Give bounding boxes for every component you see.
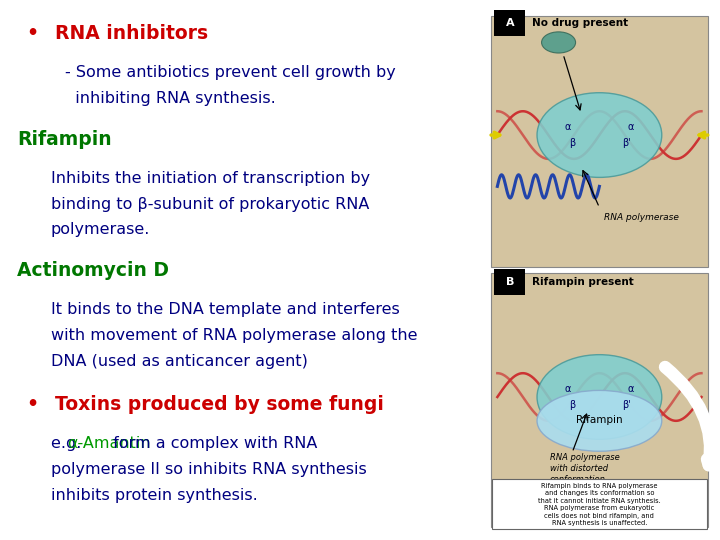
Text: Rifampin: Rifampin	[17, 130, 112, 148]
FancyBboxPatch shape	[495, 10, 525, 36]
Text: α: α	[628, 122, 634, 132]
Text: inhibiting RNA synthesis.: inhibiting RNA synthesis.	[65, 91, 276, 106]
Text: Rifampin binds to RNA polymerase
and changes its conformation so
that it cannot : Rifampin binds to RNA polymerase and cha…	[538, 483, 661, 526]
FancyBboxPatch shape	[495, 269, 525, 295]
Text: α: α	[564, 122, 571, 132]
FancyBboxPatch shape	[490, 16, 708, 267]
Text: polymerase.: polymerase.	[50, 222, 150, 238]
Text: RNA polymerase: RNA polymerase	[604, 213, 679, 222]
Text: binding to β-subunit of prokaryotic RNA: binding to β-subunit of prokaryotic RNA	[50, 197, 369, 212]
Text: RNA inhibitors: RNA inhibitors	[55, 24, 209, 43]
Text: It binds to the DNA template and interferes: It binds to the DNA template and interfe…	[50, 302, 400, 317]
FancyBboxPatch shape	[492, 479, 707, 529]
Text: e.g.: e.g.	[50, 436, 86, 451]
Ellipse shape	[537, 390, 662, 451]
Text: •: •	[27, 395, 39, 414]
Text: polymerase II so inhibits RNA synthesis: polymerase II so inhibits RNA synthesis	[50, 462, 366, 477]
Text: - Some antibiotics prevent cell growth by: - Some antibiotics prevent cell growth b…	[65, 65, 396, 80]
Text: Actinomycin D: Actinomycin D	[17, 261, 169, 280]
Text: β': β'	[622, 400, 631, 410]
Text: α-Amantin: α-Amantin	[68, 436, 151, 451]
FancyBboxPatch shape	[490, 273, 708, 526]
Ellipse shape	[537, 93, 662, 177]
Text: Rifampin present: Rifampin present	[533, 277, 634, 287]
Text: Toxins produced by some fungi: Toxins produced by some fungi	[55, 395, 384, 414]
Text: inhibits protein synthesis.: inhibits protein synthesis.	[50, 488, 257, 503]
Text: Inhibits the initiation of transcription by: Inhibits the initiation of transcription…	[50, 171, 370, 186]
Text: α: α	[628, 384, 634, 394]
Text: No drug present: No drug present	[533, 18, 629, 29]
Text: A: A	[505, 18, 514, 29]
Text: Rifampin: Rifampin	[576, 415, 623, 426]
Text: B: B	[505, 277, 514, 287]
Ellipse shape	[537, 355, 662, 440]
Text: β: β	[569, 138, 575, 148]
Ellipse shape	[541, 32, 575, 53]
Text: RNA polymerase
with distorted
conformation: RNA polymerase with distorted conformati…	[549, 453, 619, 484]
Text: with movement of RNA polymerase along the: with movement of RNA polymerase along th…	[50, 328, 417, 343]
Text: β: β	[569, 400, 575, 410]
Text: DNA (used as anticancer agent): DNA (used as anticancer agent)	[50, 354, 307, 369]
Text: form a complex with RNA: form a complex with RNA	[107, 436, 317, 451]
Text: •: •	[27, 24, 39, 43]
Text: α: α	[564, 384, 571, 394]
Text: β': β'	[622, 138, 631, 148]
